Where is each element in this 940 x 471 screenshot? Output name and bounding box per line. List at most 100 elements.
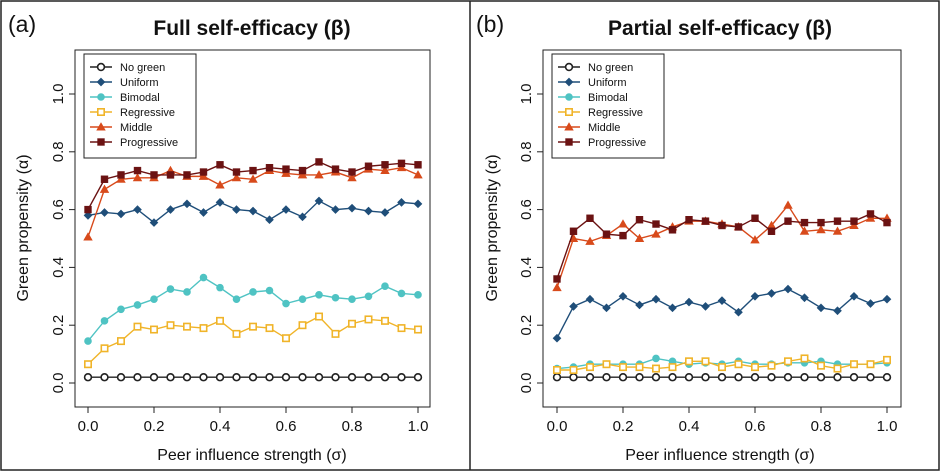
- panel-a-regressive-point: [232, 329, 241, 338]
- panel-a-no-green-point: [347, 373, 357, 382]
- panel-b-no-green-point: [750, 373, 760, 382]
- panel-a-bimodal-point: [183, 288, 191, 296]
- panel-b-no-green-point: [717, 373, 727, 382]
- panel-b-no-green-point: [701, 373, 710, 382]
- panel-b-progressive-point: [586, 214, 594, 222]
- panel-b-progressive-point: [652, 220, 660, 228]
- panel-b-progressive-point: [718, 221, 726, 230]
- panel-a-legend-swatch-marker: [96, 122, 106, 131]
- panel-a-series: [83, 158, 423, 382]
- panel-a-progressive-point: [117, 171, 125, 179]
- panel-a-middle-point: [396, 162, 407, 172]
- panel-b-regressive-point: [701, 357, 710, 366]
- panel-a-progressive-point: [150, 171, 158, 179]
- panel-a-bimodal-point: [364, 292, 373, 301]
- panel-b-legend-label: No green: [588, 62, 633, 74]
- panel-a-no-green-point: [397, 373, 406, 382]
- panel-a-series-progressive: [84, 158, 422, 214]
- panel-a-regressive-point: [331, 329, 340, 338]
- panel-b-y-tick-label: 1.0: [518, 84, 535, 105]
- panel-b-regressive-point: [734, 360, 743, 369]
- panel-a-title: Full self-efficacy (β): [153, 17, 350, 40]
- panel-b-no-green-point: [684, 373, 694, 382]
- panel-a-regressive-point: [281, 334, 290, 343]
- panel-b-legend-swatch-marker: [564, 122, 574, 131]
- panel-b-legend-item-bimodal: Bimodal: [558, 92, 628, 104]
- panel-a-no-green-point: [149, 373, 159, 382]
- panel-a-label: (a): [8, 11, 36, 37]
- panel-b-uniform-point: [849, 291, 859, 301]
- panel-a-legend-label: Regressive: [120, 107, 175, 119]
- panel-b: (b) Partial self-efficacy (β) Peer influ…: [476, 11, 902, 464]
- panel-b-middle-point: [634, 233, 645, 242]
- panel-b-title: Partial self-efficacy (β): [608, 17, 832, 40]
- panel-a-x-tick-label: 0.6: [276, 418, 297, 435]
- panel-a-regressive-point: [364, 315, 373, 324]
- panel-a-regressive-point: [413, 325, 422, 334]
- panel-b-progressive-point: [635, 216, 644, 224]
- panel-b-legend-label: Middle: [588, 122, 620, 134]
- panel-b-uniform-point: [602, 303, 611, 313]
- panel-b-x-tick-label: 0.2: [613, 418, 634, 435]
- panel-b-middle-point: [750, 235, 760, 244]
- panel-a-bimodal-point: [265, 286, 274, 295]
- panel-a-uniform-point: [281, 205, 291, 214]
- panel-b-bimodal-point: [652, 354, 660, 363]
- panel-b-legend-swatch-marker: [565, 138, 573, 146]
- panel-b-uniform-point: [585, 294, 595, 304]
- panel-b-series: [552, 200, 892, 382]
- panel-b-no-green-point: [552, 373, 562, 382]
- panel-a-y-axis-label: Green propensity (α): [15, 154, 32, 301]
- panel-a-legend-label: Bimodal: [120, 92, 160, 104]
- panel-b-regressive-point: [585, 363, 594, 372]
- panel-a-y-tick-label: 0.2: [50, 315, 67, 336]
- panel-a-regressive-point: [380, 316, 389, 325]
- panel-b-no-green-point: [783, 373, 793, 382]
- panel-a-no-green-point: [232, 373, 241, 382]
- panel-a-bimodal-point: [100, 317, 109, 325]
- panel-a-legend-swatch-marker: [96, 62, 106, 72]
- panel-b-regressive-point: [684, 357, 693, 366]
- panel-a-regressive-point: [166, 321, 175, 330]
- panel-a-middle-point: [116, 174, 126, 183]
- panel-a-bimodal-line: [87, 276, 419, 342]
- panel-a-bimodal-point: [150, 295, 158, 303]
- panel-b-legend-item-middle: Middle: [558, 122, 620, 134]
- panel-b-x-tick-label: 0.4: [679, 418, 700, 435]
- panel-a-progressive-point: [100, 175, 109, 183]
- panel-b-legend-swatch-marker: [565, 93, 573, 101]
- panel-a-bimodal-point: [348, 295, 356, 303]
- panel-b-uniform-point: [816, 303, 826, 313]
- panel-a-bimodal-point: [199, 273, 208, 282]
- panel-b-axes: 0.0 0.2 0.4 0.6 0.8 1.0 0.0 0.2 0.4 0.6 0.8 1.0: [518, 84, 897, 435]
- panel-a-series-bimodal: [84, 273, 422, 345]
- panel-b-regressive-point: [849, 360, 858, 369]
- panel-a-regressive-point: [249, 322, 258, 331]
- panel-b-middle-point: [783, 200, 793, 209]
- panel-a-middle-point: [347, 173, 357, 182]
- panel-b-progressive-point: [833, 217, 842, 225]
- panel-b-no-green-point: [833, 373, 842, 382]
- panel-b-progressive-point: [734, 223, 743, 231]
- panel-a-middle-point: [83, 232, 93, 241]
- panel-a-middle-point: [132, 173, 143, 182]
- panel-b-no-green-point: [866, 373, 875, 382]
- panel-b-regressive-point: [602, 360, 611, 369]
- panel-a-no-green-point: [182, 373, 192, 382]
- panel-a-no-green-point: [265, 373, 274, 382]
- panel-a-middle-point: [314, 170, 324, 179]
- panel-a-uniform-point: [314, 196, 324, 206]
- panel-a-middle-point: [248, 174, 258, 183]
- panel-b-no-green-point: [569, 373, 578, 382]
- panel-b-regressive-point: [635, 363, 644, 372]
- panel-a-uniform-point: [232, 205, 241, 214]
- panel-a-bimodal-point: [249, 288, 257, 296]
- panel-a-legend-item-bimodal: Bimodal: [90, 92, 160, 104]
- panel-b-progressive-point: [866, 210, 875, 218]
- panel-b-middle-point: [865, 213, 876, 222]
- panel-b-legend-label: Progressive: [588, 137, 646, 149]
- panel-b-legend-item-no-green: No green: [558, 62, 633, 74]
- panel-a-regressive-point: [347, 319, 356, 328]
- panel-b-regressive-point: [866, 360, 875, 369]
- panel-a-series-uniform: [83, 196, 423, 227]
